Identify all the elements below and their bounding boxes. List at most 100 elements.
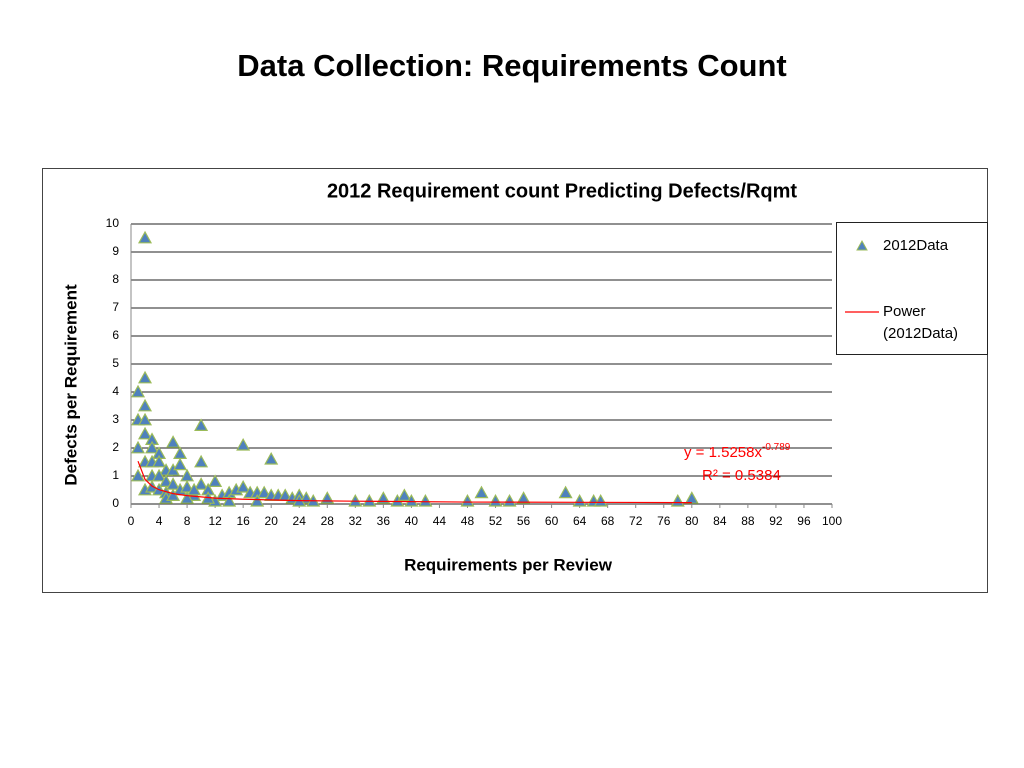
slide-title: Data Collection: Requirements Count bbox=[237, 48, 787, 83]
x-tick-label: 24 bbox=[293, 514, 307, 528]
y-tick-label: 2 bbox=[112, 440, 119, 454]
legend-label: Power (2012Data) bbox=[883, 303, 959, 342]
data-point bbox=[236, 479, 251, 493]
x-tick-label: 40 bbox=[405, 514, 419, 528]
y-tick-label: 3 bbox=[112, 412, 119, 426]
data-point bbox=[152, 468, 167, 482]
data-point bbox=[138, 370, 153, 384]
data-point bbox=[222, 493, 237, 507]
data-point bbox=[264, 451, 279, 465]
x-tick-label: 16 bbox=[236, 514, 250, 528]
data-point bbox=[236, 437, 251, 451]
data-point bbox=[502, 493, 517, 507]
x-tick-label: 76 bbox=[657, 514, 671, 528]
data-point bbox=[138, 412, 153, 426]
data-point bbox=[194, 418, 209, 431]
y-tick-label: 0 bbox=[112, 496, 119, 510]
data-point bbox=[684, 491, 699, 504]
data-point bbox=[404, 493, 419, 507]
data-point bbox=[376, 491, 391, 504]
y-tick-label: 7 bbox=[112, 300, 119, 314]
data-point bbox=[138, 398, 153, 412]
data-point bbox=[130, 384, 146, 398]
data-point bbox=[187, 482, 202, 496]
legend-marker-box bbox=[845, 311, 879, 313]
x-tick-label: 84 bbox=[713, 514, 727, 528]
y-axis-label: Defects per Requirement bbox=[61, 284, 80, 486]
y-tick-label: 10 bbox=[106, 216, 120, 230]
y-tick-label: 5 bbox=[112, 356, 119, 370]
x-tick-label: 36 bbox=[377, 514, 391, 528]
x-tick-label: 4 bbox=[156, 514, 163, 528]
data-point bbox=[138, 426, 153, 440]
x-tick-label: 56 bbox=[517, 514, 531, 528]
chart-title: 2012 Requirement count Predicting Defect… bbox=[327, 180, 797, 202]
data-point bbox=[593, 493, 608, 507]
x-tick-label: 48 bbox=[461, 514, 475, 528]
y-tick-label: 6 bbox=[112, 328, 119, 342]
x-tick-label: 28 bbox=[321, 514, 335, 528]
data-point bbox=[180, 491, 195, 504]
data-point bbox=[397, 488, 412, 501]
x-tick-label: 52 bbox=[489, 514, 503, 528]
data-point bbox=[362, 493, 377, 507]
data-point bbox=[180, 468, 195, 482]
x-axis-label: Requirements per Review bbox=[404, 555, 613, 574]
trend-line bbox=[137, 460, 692, 504]
x-tick-label: 80 bbox=[685, 514, 699, 528]
equation-exponent: -0.789 bbox=[762, 442, 791, 453]
y-tick-label: 4 bbox=[112, 384, 119, 398]
data-point bbox=[173, 457, 188, 471]
x-tick-label: 0 bbox=[128, 514, 135, 528]
trend-equation: y = 1.5258x-0.789 bbox=[684, 442, 791, 461]
data-point bbox=[166, 435, 181, 448]
data-point bbox=[320, 491, 335, 504]
data-point bbox=[208, 474, 223, 487]
chart-frame bbox=[42, 168, 988, 593]
data-point bbox=[152, 454, 167, 468]
data-point bbox=[130, 468, 146, 482]
x-tick-label: 88 bbox=[741, 514, 755, 528]
data-point bbox=[250, 493, 265, 507]
data-point bbox=[145, 440, 160, 454]
data-point bbox=[558, 485, 573, 499]
data-point bbox=[130, 440, 146, 454]
legend-item: 2012Data bbox=[837, 235, 983, 257]
data-point bbox=[474, 485, 489, 499]
y-tick-label: 8 bbox=[112, 272, 119, 286]
data-point bbox=[194, 477, 209, 490]
legend-marker bbox=[856, 239, 868, 251]
x-tick-label: 60 bbox=[545, 514, 559, 528]
x-tick-label: 32 bbox=[349, 514, 363, 528]
x-tick-label: 100 bbox=[822, 514, 842, 528]
legend-item: Power (2012Data) bbox=[837, 301, 983, 345]
data-point bbox=[572, 493, 587, 507]
data-point bbox=[257, 485, 272, 499]
x-tick-label: 92 bbox=[769, 514, 783, 528]
x-tick-label: 96 bbox=[797, 514, 811, 528]
data-point bbox=[488, 493, 503, 507]
y-tick-label: 1 bbox=[112, 468, 119, 482]
x-tick-label: 12 bbox=[208, 514, 222, 528]
x-tick-label: 68 bbox=[601, 514, 615, 528]
x-tick-label: 20 bbox=[265, 514, 279, 528]
data-point bbox=[166, 488, 181, 501]
data-point bbox=[418, 493, 433, 507]
legend-label: 2012Data bbox=[883, 237, 949, 254]
legend-marker-box bbox=[856, 239, 868, 251]
x-tick-label: 64 bbox=[573, 514, 587, 528]
data-point bbox=[670, 493, 685, 507]
data-point bbox=[194, 454, 209, 468]
data-point bbox=[516, 491, 531, 504]
equation-text: y = 1.5258x bbox=[684, 444, 762, 461]
data-point bbox=[173, 446, 188, 459]
legend: 2012Data Power (2012Data) bbox=[836, 222, 988, 355]
x-tick-label: 44 bbox=[433, 514, 447, 528]
data-point bbox=[460, 493, 475, 507]
r-squared: R² = 0.5384 bbox=[702, 467, 781, 484]
x-tick-label: 8 bbox=[184, 514, 191, 528]
data-point bbox=[138, 230, 153, 244]
x-tick-label: 72 bbox=[629, 514, 643, 528]
